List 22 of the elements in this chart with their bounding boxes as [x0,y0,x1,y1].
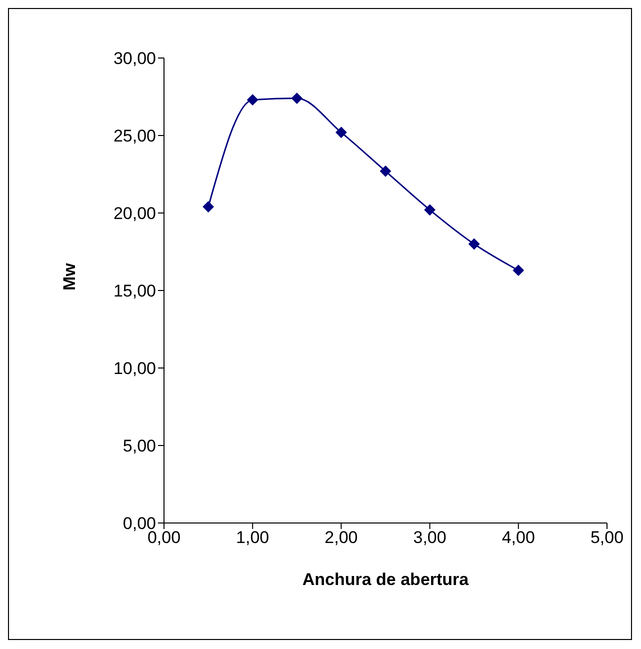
y-tick-label: 10,00 [113,359,156,378]
point [202,201,214,212]
x-axis-title: Anchura de abertura [302,570,470,589]
point [468,238,480,250]
point [424,204,436,216]
x-tick-label: 3,00 [413,528,446,548]
y-tick-label: 30,00 [113,49,156,68]
point [512,264,524,276]
point [380,166,391,177]
point [291,92,302,104]
point [336,126,347,138]
y-tick-label: 15,00 [113,282,156,301]
y-tick-label: 5,00 [122,436,156,456]
x-tick-label: 2,00 [324,528,358,548]
x-tick-label: 5,00 [590,528,624,548]
y-tick-label: 25,00 [113,126,156,146]
x-tick-label: 1,00 [236,528,270,548]
y-tick-label: 20,00 [113,204,156,224]
y-axis-title: Mw [60,262,80,290]
point [247,94,258,106]
x-tick-label: 4,00 [502,528,535,548]
x-tick-label: 0,00 [147,528,181,548]
